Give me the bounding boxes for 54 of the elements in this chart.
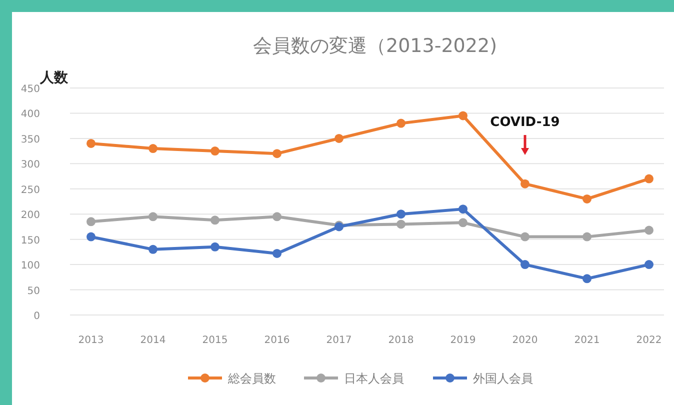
point — [148, 144, 158, 154]
y-tick-label: 100 — [20, 260, 40, 272]
point — [210, 216, 220, 225]
x-tick-label: 2016 — [264, 335, 290, 346]
y-axis-title: 人数 — [39, 70, 69, 86]
annotation: COVID-19 — [490, 115, 560, 130]
point — [458, 204, 468, 214]
x-tick-label: 2018 — [388, 335, 414, 346]
point — [582, 274, 592, 284]
legend-label: 外国人会員 — [473, 372, 533, 386]
point — [396, 118, 406, 128]
y-tick-label: 400 — [20, 109, 40, 120]
y-tick-label: 300 — [20, 160, 40, 171]
point — [458, 111, 468, 120]
point — [458, 218, 468, 228]
y-tick-label: 150 — [20, 235, 40, 246]
point — [210, 146, 220, 156]
y-tick-label: 200 — [20, 210, 40, 222]
x-tick-label: 2021 — [574, 335, 600, 346]
legend-label: 総会員数 — [227, 372, 276, 386]
x-tick-label: 2019 — [450, 335, 476, 346]
point — [520, 232, 530, 242]
point — [396, 220, 406, 229]
point — [148, 244, 158, 254]
point — [334, 134, 344, 143]
x-tick-label: 2022 — [636, 335, 662, 346]
point — [86, 138, 96, 148]
point — [272, 212, 282, 222]
point — [396, 210, 406, 219]
point — [644, 260, 654, 270]
x-tick-label: 2013 — [78, 335, 104, 346]
point — [582, 194, 592, 204]
point — [210, 242, 220, 252]
y-tick-label: 350 — [20, 134, 40, 146]
point — [582, 232, 592, 242]
point — [86, 217, 96, 226]
point — [272, 149, 282, 158]
x-tick-label: 2014 — [140, 335, 166, 346]
x-tick-label: 2020 — [512, 335, 538, 346]
y-tick-label: 250 — [20, 184, 40, 196]
x-tick-label: 2015 — [202, 335, 228, 346]
y-tick-label: 50 — [27, 286, 40, 297]
point — [644, 174, 654, 184]
chart-title: 会員数の変遷（2013-2022) — [253, 35, 497, 57]
y-tick-label: 0 — [34, 311, 40, 322]
point — [644, 226, 654, 235]
point — [86, 232, 96, 242]
legend-label: 日本人会員 — [344, 372, 404, 386]
point — [148, 212, 158, 222]
point — [520, 179, 530, 188]
y-tick-label: 450 — [20, 84, 40, 95]
point — [272, 248, 282, 258]
point — [520, 260, 530, 270]
x-tick-label: 2017 — [326, 335, 352, 346]
